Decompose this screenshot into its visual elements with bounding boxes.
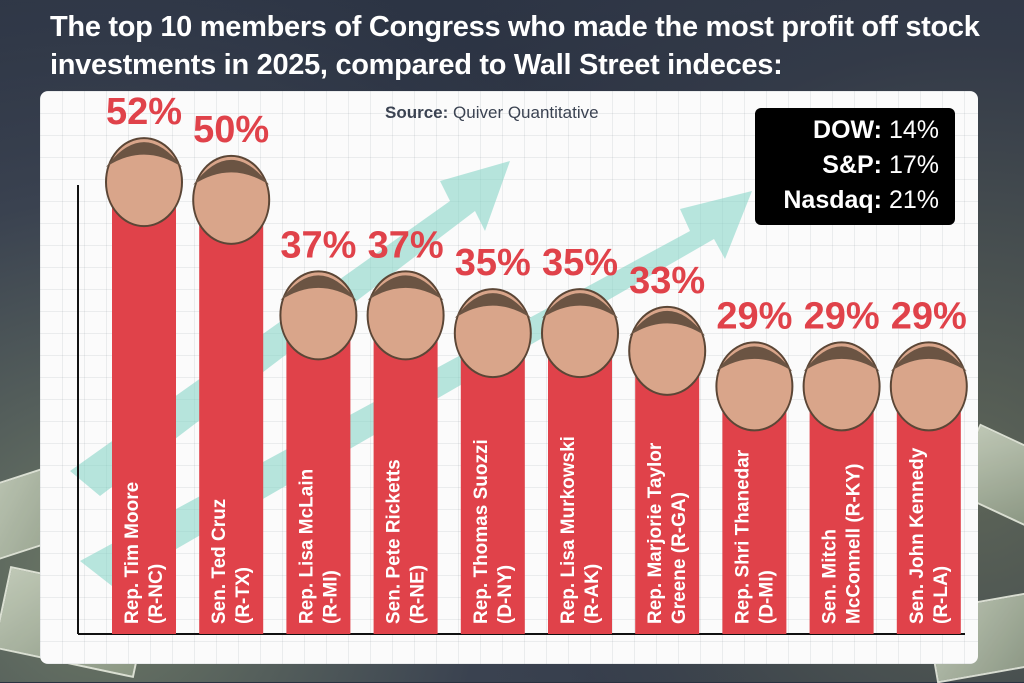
category-label-line: Rep. Shri Thanedar — [732, 449, 753, 624]
bar-group: 37% Rep. Lisa McLain (R-MI) — [279, 224, 358, 634]
category-label-line: (D-MI) — [756, 570, 777, 624]
portrait-image — [541, 288, 619, 379]
portrait-image — [105, 137, 183, 228]
bar-group: 29% Sen. John Kennedy (R-LA) — [889, 295, 968, 634]
category-label-line: Sen. Mitch — [820, 529, 841, 624]
bar-category-label: Rep. Thomas Suozzi (D-NY) — [471, 439, 516, 624]
bar-group: 50% Sen. Ted Cruz (R-TX) — [192, 109, 271, 634]
bar — [112, 172, 176, 635]
value-label: 52% — [106, 91, 182, 133]
bar-category-label: Sen. John Kennedy (R-LA) — [907, 447, 952, 624]
bar-group: 35% Rep. Thomas Suozzi (D-NY) — [453, 242, 532, 634]
index-row-nasdaq: Nasdaq: 21% — [783, 186, 939, 215]
portrait-hair — [803, 346, 880, 372]
category-label-line: Rep. Lisa McLain — [296, 469, 317, 624]
category-label-line: Rep. Lisa Murkowski — [558, 436, 579, 624]
category-label-line: (R-LA) — [931, 566, 952, 624]
category-label-line: Greene (R-GA) — [669, 492, 690, 624]
source-credit: Source: Quiver Quantitative — [385, 103, 599, 123]
bar-category-label: Rep. Shri Thanedar (D-MI) — [732, 449, 777, 624]
index-row-sp: S&P: 17% — [822, 151, 939, 180]
index-row-dow: DOW: 14% — [813, 116, 939, 145]
value-label: 35% — [455, 242, 531, 284]
chart-panel: Source: Quiver Quantitative DOW: 14% S&P… — [40, 91, 978, 664]
portrait-image — [279, 270, 358, 361]
portrait-hair — [890, 346, 967, 372]
bar-category-label: Rep. Lisa McLain (R-MI) — [296, 469, 341, 624]
portrait-hair — [280, 275, 357, 301]
index-comparison-box: DOW: 14% S&P: 17% Nasdaq: 21% — [755, 108, 955, 225]
portrait-hair — [367, 275, 444, 301]
value-label: 29% — [804, 295, 880, 337]
category-label-line: (D-NY) — [495, 565, 516, 624]
bar-category-label: Rep. Lisa Murkowski (R-AK) — [558, 436, 603, 624]
category-label-line: Sen. Pete Ricketts — [384, 459, 405, 624]
category-label-line: (R-TX) — [233, 567, 254, 624]
bar-group: 37% Sen. Pete Ricketts (R-NE) — [366, 224, 445, 634]
index-key: DOW: — [813, 116, 882, 144]
portrait-image — [192, 154, 271, 245]
source-value: Quiver Quantitative — [453, 103, 599, 122]
index-value: 17% — [888, 151, 939, 179]
category-label-line: (R-NE) — [408, 565, 429, 624]
portrait-image — [366, 270, 445, 361]
value-label: 37% — [280, 224, 356, 266]
category-label-line: (R-NC) — [146, 564, 167, 624]
bar-group: 33% Rep. Marjorie Taylor Greene (R-GA) — [628, 260, 707, 634]
portrait-hair — [542, 293, 618, 319]
portrait-image — [889, 341, 968, 432]
portrait-image — [628, 305, 707, 396]
portrait-image — [453, 288, 532, 379]
portrait-image — [802, 341, 881, 432]
bar — [199, 189, 264, 634]
value-label: 35% — [542, 242, 618, 284]
portrait-image — [715, 341, 794, 432]
bar-group: 35% Rep. Lisa Murkowski (R-AK) — [541, 242, 619, 634]
value-label: 29% — [716, 295, 792, 337]
category-label-line: Sen. Ted Cruz — [209, 499, 230, 624]
bar-category-label: Rep. Marjorie Taylor Greene (R-GA) — [645, 442, 690, 624]
index-value: 14% — [888, 116, 939, 144]
category-label-line: Rep. Thomas Suozzi — [471, 439, 492, 624]
bar-group: 52% Rep. Tim Moore (R-NC) — [105, 91, 183, 635]
portrait-hair — [454, 293, 531, 319]
portrait-hair — [193, 159, 270, 185]
bars-group: 52%Rep. Tim Moore (R-NC)50%Sen. Ted Cruz(… — [105, 91, 968, 635]
category-label-line: (R-MI) — [320, 570, 341, 624]
index-value: 21% — [888, 186, 939, 214]
bar-category-label: Sen. Ted Cruz (R-TX) — [209, 499, 254, 624]
value-label: 33% — [629, 260, 705, 302]
category-label-line: McConnell (R-KY) — [844, 464, 865, 624]
bar-group: 29% Rep. Shri Thanedar (D-MI) — [715, 295, 794, 634]
index-key: Nasdaq: — [783, 186, 882, 214]
category-label-line: Rep. Tim Moore — [122, 482, 143, 624]
portrait-hair — [106, 142, 182, 168]
portrait-hair — [629, 310, 706, 336]
bar-group: 29% Sen. Mitch McConnell (R-KY) — [802, 295, 881, 634]
bar-chart: 52%Rep. Tim Moore (R-NC)50%Sen. Ted Cruz(… — [70, 91, 968, 635]
bar-category-label: Sen. Pete Ricketts (R-NE) — [384, 459, 429, 624]
value-label: 29% — [891, 295, 967, 337]
value-label: 50% — [193, 109, 269, 151]
portrait-hair — [716, 346, 793, 372]
headline: The top 10 members of Congress who made … — [50, 11, 980, 81]
source-key: Source: — [385, 103, 449, 122]
value-label: 37% — [368, 224, 444, 266]
category-label-line: Sen. John Kennedy — [907, 447, 928, 624]
bar-category-label: Sen. Mitch McConnell (R-KY) — [820, 464, 865, 624]
index-key: S&P: — [822, 151, 882, 179]
category-label-line: Rep. Marjorie Taylor — [645, 442, 666, 624]
category-label-line: (R-AK) — [582, 564, 603, 624]
bar-category-label: Rep. Tim Moore (R-NC) — [122, 482, 167, 624]
